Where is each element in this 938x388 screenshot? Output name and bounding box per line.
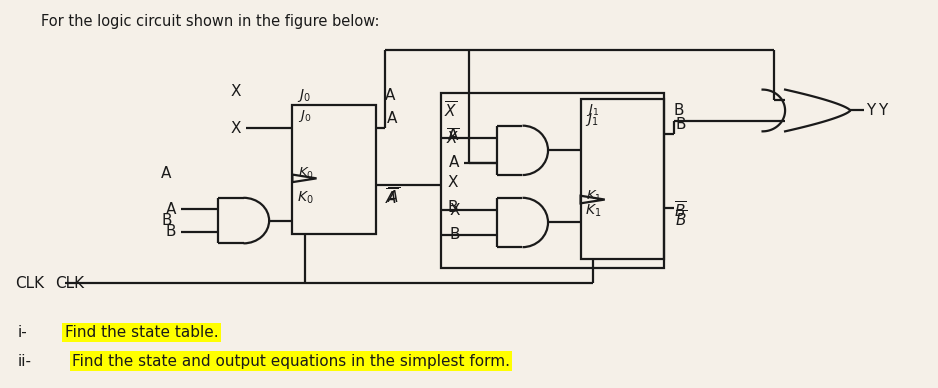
Text: ii-: ii- [18,353,32,369]
Text: $J_0$: $J_0$ [297,87,310,104]
Text: $J_1$: $J_1$ [586,102,599,118]
Text: $J_1$: $J_1$ [585,111,598,128]
Text: $K_1$: $K_1$ [585,203,601,219]
Text: B: B [675,117,686,132]
Text: X: X [449,203,460,218]
Text: A: A [161,166,172,181]
Text: Y: Y [878,103,887,118]
Text: $K_1$: $K_1$ [586,189,602,204]
Bar [441,94,664,268]
Text: X: X [447,175,458,190]
Text: A: A [386,88,396,103]
Text: Find the state table.: Find the state table. [65,325,219,340]
Text: B: B [449,227,460,242]
Text: B: B [166,225,176,239]
Text: A: A [387,111,398,126]
Text: $\overline{A}$: $\overline{A}$ [386,188,399,208]
Text: $K_0$: $K_0$ [298,166,314,181]
Text: $\overline{X}$: $\overline{X}$ [445,100,458,121]
Text: $\overline{A}$: $\overline{A}$ [387,187,401,207]
Text: i-: i- [18,325,28,340]
Text: CLK: CLK [15,276,44,291]
Bar [293,105,376,234]
Text: Find the state and output equations in the simplest form.: Find the state and output equations in t… [72,353,510,369]
Text: A: A [166,202,176,217]
Text: $J_0$: $J_0$ [298,108,311,124]
Text: $\overline{X}$: $\overline{X}$ [446,128,460,148]
Text: B: B [447,200,458,215]
Bar [581,99,664,258]
Text: A: A [447,128,458,143]
Text: X: X [231,84,241,99]
Text: X: X [231,121,241,135]
Text: A: A [449,155,460,170]
Text: CLK: CLK [55,276,84,291]
Text: $\overline{B}$: $\overline{B}$ [675,210,688,230]
Text: B: B [161,213,172,228]
Text: Y: Y [866,103,875,118]
Text: For the logic circuit shown in the figure below:: For the logic circuit shown in the figur… [41,14,380,29]
Text: B: B [673,103,684,118]
Text: $K_0$: $K_0$ [297,190,313,206]
Text: $\overline{B}$: $\overline{B}$ [673,201,686,221]
